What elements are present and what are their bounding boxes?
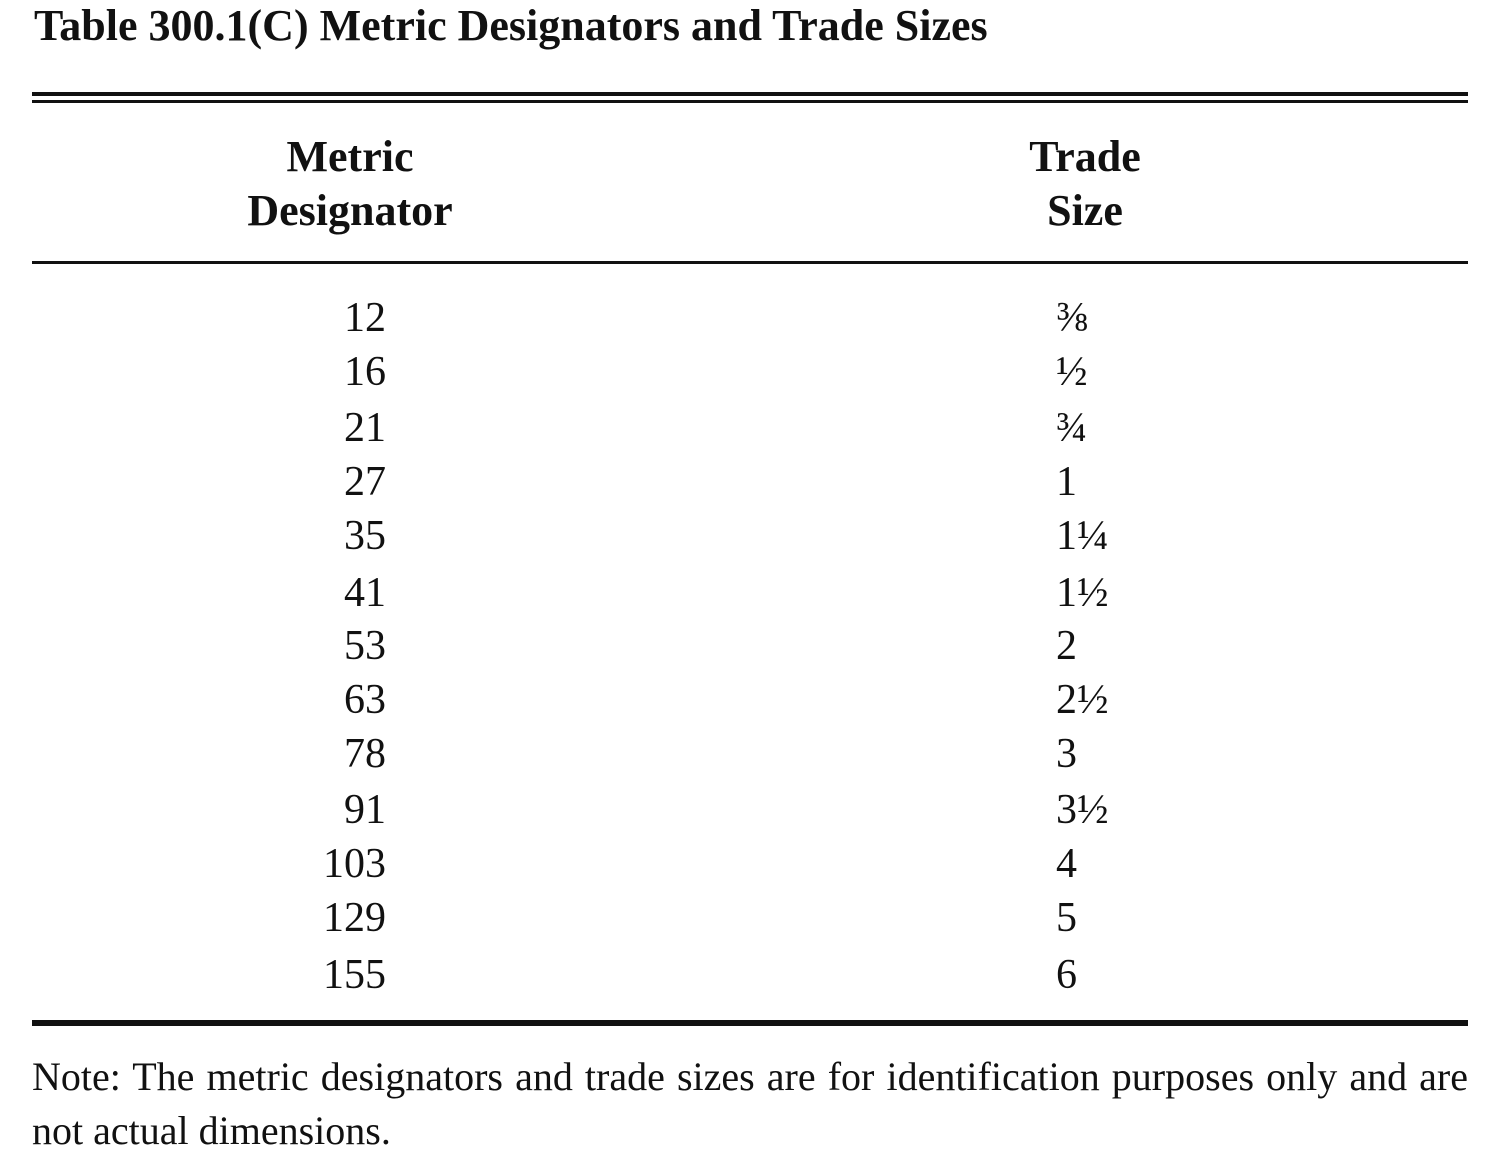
header-rule — [32, 261, 1468, 264]
table-cell: 2½ — [1056, 677, 1109, 723]
column-header: Metric Designator — [247, 132, 453, 235]
table-cell: 53 — [344, 623, 386, 669]
table-cell: 155 — [323, 952, 386, 998]
table-cell: 41 — [344, 570, 386, 616]
table-note: Note: The metric designators and trade s… — [32, 1054, 1468, 1153]
table-cell: 4 — [1056, 841, 1077, 887]
table-cell: 78 — [344, 731, 386, 777]
table-cell: 12 — [344, 295, 386, 341]
top-rule — [32, 92, 1468, 96]
table-cell: 1¼ — [1056, 513, 1109, 559]
table-cell: 21 — [344, 405, 386, 451]
column-header: Trade Size — [1029, 132, 1141, 235]
table-cell: 3½ — [1056, 787, 1109, 833]
bottom-rule — [32, 1020, 1468, 1026]
table-cell: 1½ — [1056, 570, 1109, 616]
table-cell: ⅜ — [1056, 295, 1088, 341]
table-cell: 2 — [1056, 623, 1077, 669]
table-cell: 35 — [344, 513, 386, 559]
table-cell: 27 — [344, 459, 386, 505]
table-cell: ¾ — [1056, 405, 1088, 451]
table-cell: ½ — [1056, 349, 1088, 395]
table-cell: 103 — [323, 841, 386, 887]
table-title: Table 300.1(C) Metric Designators and Tr… — [34, 1, 988, 50]
table-cell: 16 — [344, 349, 386, 395]
table-cell: 129 — [323, 895, 386, 941]
table-cell: 1 — [1056, 459, 1077, 505]
table-cell: 63 — [344, 677, 386, 723]
table-cell: 91 — [344, 787, 386, 833]
table-cell: 6 — [1056, 952, 1077, 998]
table-cell: 3 — [1056, 731, 1077, 777]
table-cell: 5 — [1056, 895, 1077, 941]
top-rule — [32, 100, 1468, 103]
